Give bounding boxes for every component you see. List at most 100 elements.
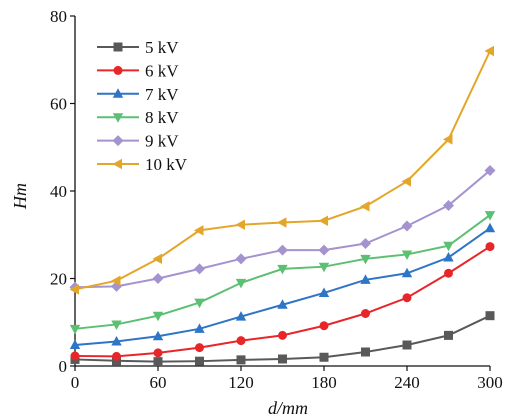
y-tick-label: 80 [50, 7, 67, 26]
data-point [235, 219, 245, 230]
legend-marker [113, 42, 123, 52]
legend-label: 7 kV [145, 85, 179, 104]
data-point [318, 244, 330, 256]
data-point [236, 336, 246, 346]
data-point [484, 222, 496, 233]
data-point [69, 284, 79, 295]
series-layer [69, 45, 496, 367]
x-tick-label: 180 [311, 373, 337, 392]
data-point [235, 253, 247, 265]
legend-marker [112, 135, 124, 147]
y-tick-label: 40 [50, 182, 67, 201]
data-point [195, 356, 204, 366]
data-point [278, 354, 287, 364]
data-point [401, 250, 413, 260]
x-tick-label: 60 [150, 373, 167, 392]
data-point [360, 238, 371, 249]
data-point [152, 311, 164, 322]
data-point [152, 273, 164, 284]
data-point [194, 323, 205, 333]
series-5 [69, 164, 496, 293]
legend-label: 8 kV [145, 108, 179, 127]
data-point [111, 320, 122, 330]
legend-item: 8 kV [97, 108, 179, 127]
data-point [235, 278, 247, 289]
data-point [484, 45, 494, 57]
data-point [153, 348, 163, 358]
data-point [111, 336, 122, 346]
data-point [277, 299, 288, 309]
x-tick-label: 300 [477, 373, 503, 392]
data-point [360, 274, 371, 284]
x-tick-label: 120 [228, 373, 254, 392]
y-tick-label: 60 [50, 95, 67, 114]
data-point [319, 321, 329, 331]
legend-item: 9 kV [97, 132, 179, 151]
legend-marker [112, 158, 122, 170]
data-point [484, 211, 496, 221]
y-tick-label: 20 [50, 270, 67, 289]
y-tick-label: 0 [59, 357, 68, 376]
data-point [69, 324, 81, 335]
data-point [318, 215, 328, 226]
data-point [194, 225, 204, 236]
data-point [152, 253, 162, 265]
legend-marker [112, 113, 124, 123]
legend-item: 5 kV [97, 38, 179, 57]
data-point [318, 262, 330, 273]
legend-label: 10 kV [145, 155, 188, 174]
data-point [319, 352, 329, 362]
series-6 [69, 45, 494, 295]
data-point [360, 254, 371, 265]
data-point [153, 357, 163, 367]
legend-item: 7 kV [97, 85, 179, 104]
legend-item: 10 kV [97, 155, 188, 174]
series-3 [69, 222, 496, 349]
data-point [401, 176, 411, 187]
data-point [361, 309, 370, 318]
data-point [402, 340, 412, 350]
data-point [111, 275, 121, 286]
data-point [277, 244, 288, 256]
data-point [401, 220, 413, 232]
data-point [70, 351, 80, 361]
data-point [401, 267, 413, 278]
data-point [402, 293, 412, 303]
legend-label: 5 kV [145, 38, 179, 57]
series-2 [70, 242, 495, 361]
data-point [444, 268, 453, 278]
data-point [443, 199, 454, 211]
data-point [443, 241, 454, 252]
data-point [236, 355, 246, 365]
data-point [195, 343, 204, 353]
data-point [277, 217, 287, 228]
data-point [361, 347, 370, 357]
legend: 5 kV 6 kV 7 kV 8 kV 9 kV 10 kV [97, 38, 188, 174]
data-point [277, 264, 288, 275]
x-tick-label: 0 [71, 373, 80, 392]
series-4 [69, 211, 496, 335]
axes: 0 60 120 180 240 300 0 20 40 60 80 [50, 7, 503, 392]
data-point [484, 164, 496, 176]
data-point [235, 311, 247, 321]
data-point [194, 263, 205, 275]
data-point [444, 330, 453, 340]
data-point [485, 242, 495, 252]
x-axis-title: d/mm [268, 398, 308, 418]
legend-marker [113, 65, 123, 75]
legend-label: 9 kV [145, 132, 179, 151]
legend-marker [112, 88, 124, 98]
data-point [152, 330, 164, 341]
data-point [318, 287, 330, 297]
y-axis-title: Hm [10, 183, 30, 210]
data-point [69, 339, 81, 349]
data-point [443, 252, 454, 262]
data-point [112, 351, 121, 361]
data-point [485, 311, 495, 321]
data-point [194, 298, 205, 309]
data-point [360, 201, 370, 212]
legend-label: 6 kV [145, 61, 179, 80]
x-tick-label: 240 [394, 373, 420, 392]
legend-item: 6 kV [97, 61, 179, 80]
